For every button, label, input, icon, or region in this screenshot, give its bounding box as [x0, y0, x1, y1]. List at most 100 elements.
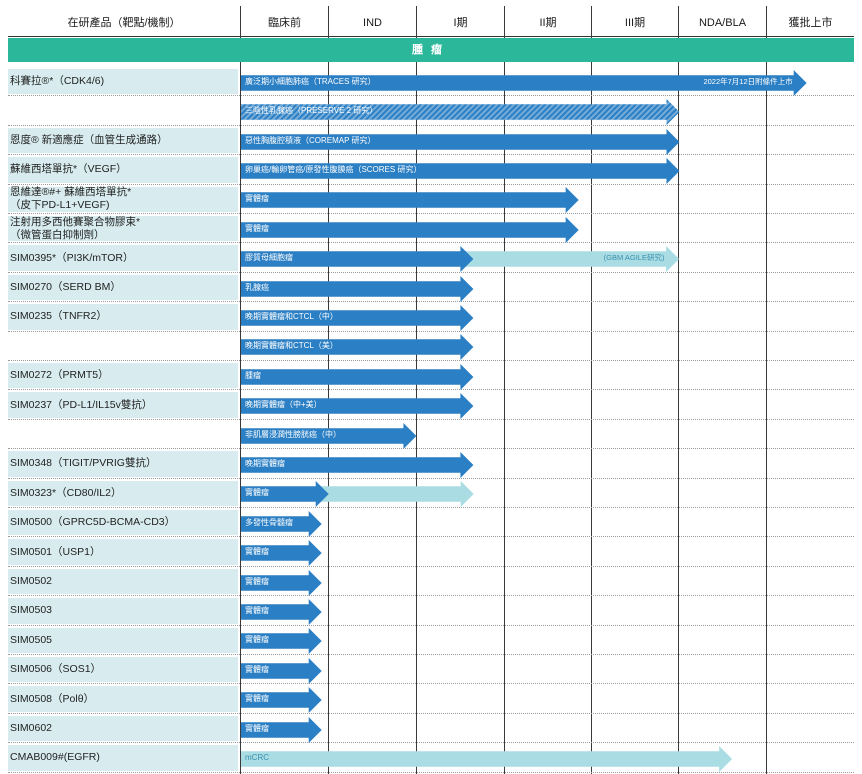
indication-label: 實體瘤	[245, 194, 269, 204]
product-label: SIM0272（PRMT5）	[8, 363, 238, 389]
approval-note: 2022年7月12日附條件上市	[703, 76, 793, 86]
row-separator	[8, 536, 854, 538]
row-separator	[8, 330, 854, 332]
header-ind: IND	[363, 17, 382, 29]
product-label: SIM0502	[8, 568, 238, 595]
product-label: SIM0506（SOS1）	[8, 657, 238, 683]
header-phase1: I期	[453, 17, 468, 29]
pipeline-arrow: 廣泛期小細胞肺癌（TRACES 研究） 2022年7月12日附條件上市	[241, 69, 807, 96]
pipeline-arrow: 實體瘤	[241, 540, 322, 567]
pipeline-extension-arrow	[315, 481, 474, 508]
row-separator	[8, 389, 854, 391]
row-separator	[8, 124, 854, 126]
indication-label: 廣泛期小細胞肺癌（TRACES 研究）	[245, 76, 376, 86]
indication-label: 實體瘤	[245, 547, 269, 557]
product-label-line: 恩維達®#+ 蘇維西塔單抗*	[10, 186, 132, 199]
pipeline-arrow: mCRC	[241, 745, 733, 772]
product-label-line: SIM0500（GPRC5D-BCMA-CD3）	[10, 516, 176, 529]
pipeline-arrow: 卵巢癌/輸卵管癌/原發性腹膜癌（SCORES 研究）	[241, 157, 680, 184]
extension-note: (GBM AGILE研究)	[603, 253, 665, 263]
header-phase2: II期	[539, 17, 557, 29]
product-label-line: SIM0602	[10, 721, 53, 734]
product-label: SIM0270（SERD BM）	[8, 274, 238, 301]
indication-label: 實體瘤	[245, 723, 269, 733]
header-phase3: III期	[624, 17, 646, 29]
product-label: SIM0323*（CD80/IL2）	[8, 480, 238, 506]
indication-label: 多發性骨髓瘤	[245, 517, 293, 527]
product-label-line: SIM0506（SOS1）	[10, 663, 102, 676]
product-label: SIM0508（Polθ）	[8, 686, 238, 712]
indication-label: 晚期實體瘤	[245, 458, 285, 468]
product-label-line: SIM0323*（CD80/IL2）	[10, 486, 122, 499]
header-preclinical: 臨床前	[268, 17, 301, 29]
oncology-banner: 腫瘤	[8, 38, 854, 62]
header-approved: 獲批上市	[788, 17, 833, 29]
pipeline-extension-arrow: (GBM AGILE研究)	[460, 246, 680, 273]
pipeline-arrow: 實體瘤	[241, 187, 579, 214]
pipeline-arrow: 腫瘤	[241, 363, 474, 390]
row-separator	[8, 565, 854, 567]
indication-label: 實體瘤	[245, 576, 269, 586]
row-separator	[8, 448, 854, 450]
pipeline-arrow: 非肌層浸潤性膀胱癌（中）	[241, 422, 417, 449]
pipeline-arrow: 實體瘤	[241, 716, 322, 743]
header-nda: NDA/BLA	[698, 17, 747, 29]
pipeline-arrow: 實體瘤	[241, 687, 322, 714]
pipeline-arrow: 實體瘤	[241, 569, 322, 596]
header-product: 在研產品（靶點/機制）	[67, 17, 181, 29]
row-separator	[8, 595, 854, 597]
row-separator	[8, 418, 854, 420]
row-separator	[8, 360, 854, 361]
product-label-line: （皮下PD-L1+VEGF)	[10, 199, 110, 212]
product-label-line: 蘇維西塔單抗*（VEGF）	[10, 163, 127, 176]
pipeline-arrow: 晚期實體瘤和CTCL（中）	[241, 304, 474, 331]
row-separator	[8, 271, 854, 273]
indication-label: 膠質母細胞瘤	[245, 253, 293, 263]
pipeline-arrow: 實體瘤	[241, 216, 579, 243]
indication-label: 晚期實體瘤和CTCL（美）	[245, 341, 338, 351]
pipeline-arrow: 晚期實體瘤（中+美）	[241, 393, 474, 420]
row-separator	[8, 213, 854, 214]
indication-label: 實體瘤	[245, 664, 269, 674]
row-separator	[8, 95, 854, 97]
pipeline-arrow: 晚期實體瘤	[241, 451, 474, 478]
row-separator	[8, 654, 854, 655]
pipeline-arrow: 實體瘤	[241, 481, 329, 508]
pipeline-arrow: 實體瘤	[241, 598, 322, 625]
product-label: SIM0501（USP1）	[8, 539, 238, 565]
product-label-line: SIM0235（TNFR2）	[10, 310, 107, 323]
pipeline-arrow: 膠質母細胞瘤	[241, 246, 474, 273]
indication-label: 非肌層浸潤性膀胱癌（中）	[245, 429, 341, 439]
indication-label: 實體瘤	[245, 635, 269, 645]
product-label-line: SIM0395*（PI3K/mTOR）	[10, 251, 134, 264]
indication-label: 實體瘤	[245, 694, 269, 704]
product-label-line: 科賽拉®*（CDK4/6)	[10, 75, 105, 88]
product-label: SIM0235（TNFR2）	[8, 304, 238, 330]
product-label: 恩度® 新適應症（血管生成通路）	[8, 127, 238, 154]
pipeline-arrow: 實體瘤	[241, 657, 322, 684]
product-label: SIM0348（TIGIT/PVRIG雙抗）	[8, 451, 238, 477]
product-label-line: SIM0508（Polθ）	[10, 692, 95, 705]
header-divider	[8, 36, 854, 37]
row-separator	[8, 683, 854, 685]
row-separator	[8, 624, 854, 626]
product-label-line: 注射用多西他賽聚合物膠束*	[10, 215, 141, 228]
product-label: SIM0500（GPRC5D-BCMA-CD3）	[8, 510, 238, 536]
product-label: CMAB009#(EGFR)	[8, 745, 238, 771]
product-label-line: SIM0501（USP1）	[10, 545, 101, 558]
product-label-line: SIM0272（PRMT5）	[10, 369, 109, 382]
row-separator	[8, 477, 854, 479]
product-label-line: SIM0348（TIGIT/PVRIG雙抗）	[10, 457, 157, 470]
product-label-line: SIM0505	[10, 633, 53, 646]
product-label-line: （微管蛋白抑制劑）	[10, 228, 105, 241]
indication-label: 三陰性乳腺癌（PRESERVE 2 研究）	[245, 106, 378, 116]
product-label-line: CMAB009#(EGFR)	[10, 751, 100, 764]
row-separator	[8, 242, 854, 244]
row-separator	[8, 301, 854, 303]
row-separator	[8, 507, 854, 508]
product-label-line: SIM0237（PD-L1/IL15v雙抗）	[10, 398, 153, 411]
indication-label: 實體瘤	[245, 223, 269, 233]
product-label: 恩維達®#+ 蘇維西塔單抗* （皮下PD-L1+VEGF)	[8, 186, 238, 212]
product-label-line: SIM0502	[10, 574, 53, 587]
product-label: SIM0237（PD-L1/IL15v雙抗）	[8, 392, 238, 418]
